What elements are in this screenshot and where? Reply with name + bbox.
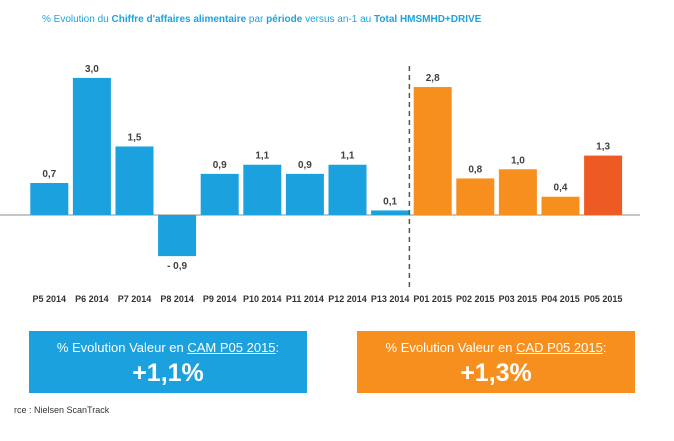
x-tick-label: P11 2014	[286, 294, 324, 304]
x-tick-label: P9 2014	[203, 294, 237, 304]
kpi-cam-period: CAM P05 2015	[187, 340, 276, 355]
kpi-cad-period: CAD P05 2015	[516, 340, 603, 355]
bar-value-label: 1,5	[128, 132, 142, 143]
bar-p12-2014	[328, 164, 367, 215]
kpi-cam-value: +1,1%	[132, 359, 204, 387]
bar-p9-2014	[200, 173, 239, 215]
kpi-cam-suffix: :	[275, 340, 280, 355]
bar-value-label: 1,0	[511, 155, 525, 166]
x-tick-label: P12 2014	[328, 294, 367, 304]
bar-value-label: 1,1	[255, 151, 269, 162]
bar-value-label: 2,8	[426, 73, 440, 84]
bar-p03-2015	[498, 169, 537, 215]
bar-p10-2014	[243, 164, 282, 215]
kpi-cam-heading: % Evolution Valeur en CAM P05 2015:	[29, 340, 307, 355]
bar-p02-2015	[456, 178, 495, 215]
chart-title: % Evolution du Chiffre d'affaires alimen…	[42, 14, 481, 25]
kpi-cam-panel: % Evolution Valeur en CAM P05 2015: +1,1…	[29, 331, 307, 393]
bar-value-label: 1,3	[596, 142, 610, 153]
bar-value-label: 3,0	[85, 64, 99, 75]
x-tick-label: P03 2015	[499, 294, 538, 304]
x-tick-label: P10 2014	[243, 294, 282, 304]
title-part-2: Chiffre d'affaires alimentaire	[111, 14, 247, 25]
bar-p11-2014	[285, 173, 324, 215]
bar-p5-2014	[30, 183, 69, 215]
bar-p8-2014	[158, 215, 197, 257]
kpi-cad-heading: % Evolution Valeur en CAD P05 2015:	[357, 340, 635, 355]
bar-value-label: 0,8	[468, 164, 482, 175]
bar-value-label: 0,9	[298, 160, 312, 171]
bar-value-label: 0,4	[554, 183, 568, 194]
x-tick-label: P01 2015	[413, 294, 452, 304]
bar-value-label: - 0,9	[167, 261, 187, 272]
source-note: rce : Nielsen ScanTrack	[14, 405, 110, 415]
kpi-cad-suffix: :	[602, 340, 607, 355]
title-part-4: période	[266, 14, 303, 25]
bar-value-label: 0,1	[383, 196, 397, 207]
x-tick-label: P5 2014	[33, 294, 67, 304]
x-tick-label: P7 2014	[118, 294, 152, 304]
x-tick-label: P6 2014	[75, 294, 109, 304]
bar-p04-2015	[541, 196, 580, 215]
x-tick-label: P8 2014	[160, 294, 194, 304]
bar-p01-2015	[413, 87, 452, 215]
title-part-1: % Evolution du	[42, 14, 112, 25]
title-part-3: par	[246, 14, 267, 25]
kpi-cad-panel: % Evolution Valeur en CAD P05 2015: +1,3…	[357, 331, 635, 393]
bar-value-label: 0,9	[213, 160, 227, 171]
x-tick-label: P04 2015	[541, 294, 580, 304]
x-tick-label: P02 2015	[456, 294, 495, 304]
bar-p6-2014	[72, 77, 111, 216]
x-tick-label: P13 2014	[371, 294, 410, 304]
kpi-cam-prefix: % Evolution Valeur en	[56, 340, 188, 355]
bar-value-label: 1,1	[341, 151, 355, 162]
title-part-6: Total HMSMHD+DRIVE	[374, 14, 482, 25]
bar-p13-2014	[371, 210, 410, 215]
kpi-cad-value: +1,3%	[460, 359, 532, 387]
kpi-cad-prefix: % Evolution Valeur en	[385, 340, 517, 355]
bar-p7-2014	[115, 146, 154, 215]
x-tick-label: P05 2015	[584, 294, 623, 304]
bar-p05-2015	[584, 155, 623, 215]
bar-chart: 0,7 P5 2014 3,0 P6 2014 1,5 P7 2014 - 0,9 P8 20…	[0, 64, 640, 304]
bar-value-label: 0,7	[42, 169, 56, 180]
title-part-5: versus an-1 au	[302, 14, 375, 25]
